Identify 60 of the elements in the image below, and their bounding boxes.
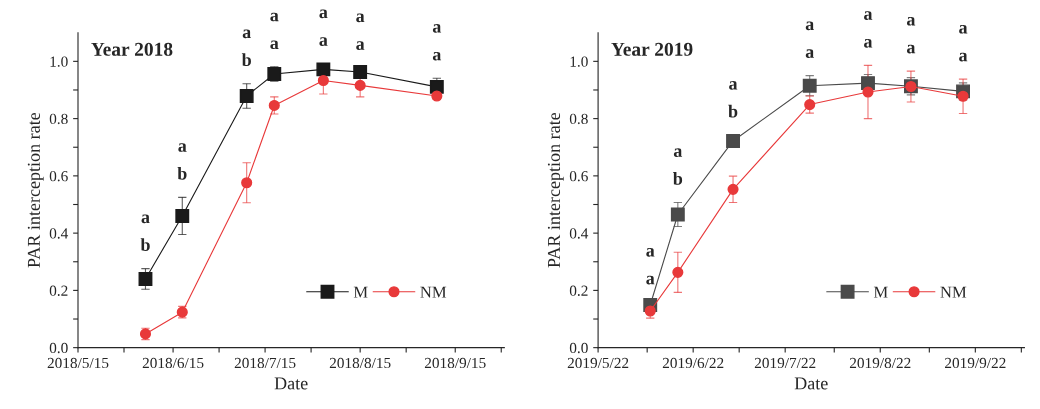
annotation: a — [242, 29, 251, 39]
chart-title: Year 2018 — [91, 42, 173, 56]
text: a — [270, 12, 279, 22]
legend-label: M — [873, 286, 888, 298]
annotation: a — [646, 275, 655, 285]
annotation: a — [959, 24, 968, 34]
x-tick-label: 2019/6/22 — [662, 357, 724, 369]
x-tick-label: 2018/8/15 — [329, 357, 391, 369]
annotation: a — [673, 148, 683, 158]
x-tick-label: 2018/5/15 — [47, 357, 109, 369]
y-tick-label: 0.4 — [49, 228, 69, 239]
y-tick-label: 0.2 — [49, 285, 68, 296]
text: a — [864, 11, 873, 20]
x-tick-label: 2018/9/15 — [424, 357, 486, 369]
annotation: a — [319, 37, 328, 46]
y-tick-label: 1.0 — [570, 56, 588, 67]
y-tick-label: 0.4 — [569, 228, 589, 239]
annotation: a — [805, 49, 814, 58]
y-axis-title: PAR interception rate — [547, 112, 564, 268]
x-tick-label: 2018/7/15 — [234, 357, 296, 369]
chart-title: Year 2019 — [611, 42, 693, 56]
x-tick-label: 2019/7/22 — [754, 357, 816, 369]
text: a — [805, 21, 814, 31]
annotation: b — [140, 238, 150, 251]
annotation: b — [673, 172, 683, 185]
x-tick-label: 2019/5/22 — [567, 357, 629, 369]
annotation: a — [141, 214, 150, 224]
y-tick-label: 0.8 — [49, 113, 68, 125]
y-tick-label: 0.6 — [569, 171, 588, 182]
y-tick-label: 0.0 — [49, 342, 68, 354]
annotation: a — [270, 40, 279, 50]
annotation: a — [906, 44, 916, 54]
annotation: b — [177, 166, 187, 180]
y-tick-label: 0.6 — [49, 171, 68, 182]
x-tick-label: 2018/6/15 — [142, 357, 204, 369]
x-tick-label: 2019/9/22 — [945, 357, 1006, 369]
annotation: a — [178, 143, 187, 152]
text: a — [319, 9, 328, 19]
legend-label: M — [353, 286, 368, 298]
text: a — [356, 13, 365, 23]
y-axis-title: PAR interception rate — [27, 112, 44, 268]
x-axis-title: Date — [794, 377, 828, 390]
y-tick-label: 1.0 — [50, 56, 68, 67]
text: a — [906, 16, 916, 26]
annotation: a — [959, 52, 968, 62]
legend-label: NM — [420, 286, 447, 298]
y-tick-label: 0.0 — [569, 342, 588, 354]
annotation: b — [728, 104, 738, 118]
annotation: a — [432, 24, 442, 33]
y-tick-label: 0.8 — [569, 113, 588, 125]
x-tick-label: 2019/8/22 — [849, 357, 911, 369]
annotation: a — [864, 39, 873, 48]
y-tick-label: 0.2 — [569, 285, 588, 296]
legend-label: NM — [940, 286, 967, 298]
annotation: a — [646, 248, 655, 257]
annotation: a — [356, 41, 365, 50]
annotation: a — [432, 51, 442, 61]
x-axis-title: Date — [274, 377, 308, 390]
annotation: b — [241, 53, 251, 66]
annotation: a — [729, 81, 738, 90]
